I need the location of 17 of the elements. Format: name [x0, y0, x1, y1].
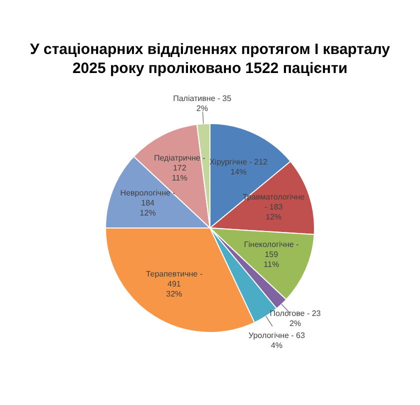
data-label: 12% — [266, 212, 282, 222]
slice-label: Пологове - 23 — [270, 308, 322, 318]
slice-label: Паліативне - 35 — [173, 94, 232, 103]
data-label: 32% — [166, 290, 182, 299]
category-label: Гінекологічне - 159 — [244, 240, 299, 259]
data-label: 4% — [270, 340, 282, 350]
category-label: Педіатричне - 172 — [154, 154, 206, 173]
data-label: 2% — [196, 104, 208, 113]
data-label: 11% — [264, 260, 280, 269]
chart-title: У стаціонарних відділеннях протягом І кварталу 2025 року проліковано 1522 пацієнти — [28, 40, 391, 78]
slice-label: Урологічне - 63 — [248, 330, 306, 340]
data-label: 12% — [140, 208, 156, 218]
data-label: 2% — [289, 318, 302, 328]
category-label: Неврологічне - 184 — [120, 188, 176, 208]
category-label: Терапевтичне - 491 — [146, 270, 203, 289]
data-label: 11% — [172, 174, 188, 183]
data-label: 14% — [230, 168, 246, 177]
